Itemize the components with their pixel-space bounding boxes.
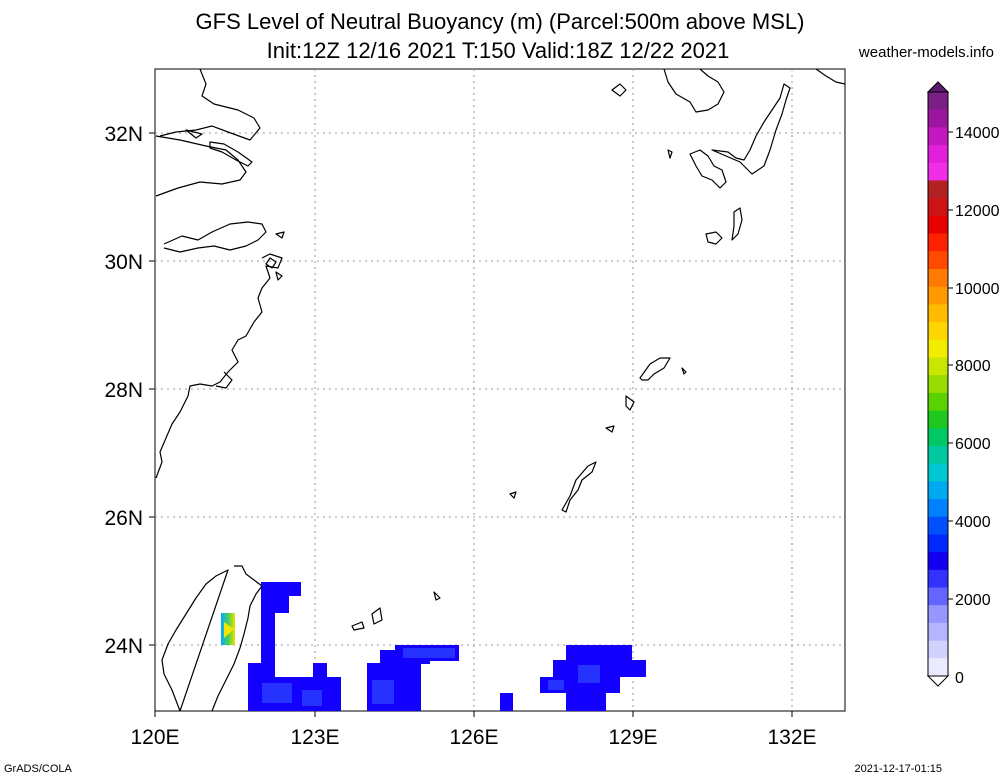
lon-label-132e: 132E (767, 726, 816, 749)
colorbar-label-12000: 12000 (955, 203, 1000, 220)
china-coast (155, 69, 283, 479)
lon-label-120e: 120E (130, 726, 179, 749)
colorbar-label-8000: 8000 (955, 358, 991, 375)
colorbar-top-arrow (926, 81, 950, 93)
colorbar-segment (928, 304, 948, 323)
plot-frame (154, 68, 846, 712)
map-title-line1: GFS Level of Neutral Buoyancy (m) (Parce… (195, 9, 805, 34)
lat-label-32n: 32N (104, 123, 143, 146)
ryukyu-islands (351, 357, 687, 631)
colorbar-segment (928, 268, 948, 288)
buoyancy-field (221, 582, 646, 711)
colorbar-segment (928, 516, 948, 535)
colorbar-segment (928, 410, 948, 429)
colorbar-segment (928, 286, 948, 305)
colorbar-bottom-arrow (926, 675, 950, 687)
colorbar-segment (928, 198, 948, 217)
colorbar-segment (928, 481, 948, 500)
colorbar-segment (928, 587, 948, 606)
lat-label-28n: 28N (104, 379, 143, 402)
colorbar-label-6000: 6000 (955, 436, 991, 453)
axis-ticks (149, 132, 793, 717)
yangtze-estuary (185, 129, 253, 167)
taiwan-coast (161, 565, 263, 711)
footer-timestamp: 2021-12-17-01:15 (854, 763, 942, 775)
colorbar: 14000 12000 10000 8000 6000 4000 2000 0 (926, 81, 1000, 687)
zhoushan-islands (265, 231, 285, 281)
colorbar-segment (928, 552, 948, 571)
colorbar-segment (928, 127, 948, 146)
colorbar-segment (928, 162, 948, 181)
colorbar-label-14000: 14000 (955, 125, 1000, 142)
colorbar-segment (928, 534, 948, 553)
footer-software: GrADS/COLA (4, 763, 72, 775)
colorbar-segment (928, 92, 948, 111)
colorbar-segment (928, 499, 948, 518)
colorbar-segment (928, 658, 948, 677)
colorbar-segment (928, 445, 948, 465)
colorbar-segment (928, 180, 948, 199)
site-credit: weather-models.info (858, 44, 994, 61)
colorbar-segment (928, 322, 948, 341)
colorbar-segment (928, 109, 948, 128)
colorbar-segment (928, 463, 948, 482)
colorbar-label-10000: 10000 (955, 281, 1000, 298)
colorbar-segment (928, 357, 948, 376)
lon-label-126e: 126E (449, 726, 498, 749)
kyushu-coast (611, 69, 845, 245)
lon-label-123e: 123E (290, 726, 339, 749)
colorbar-segment (928, 145, 948, 164)
colorbar-segment (928, 251, 948, 270)
colorbar-segment (928, 233, 948, 252)
coastlines (155, 69, 845, 711)
field-hotspot-taiwan (221, 613, 235, 645)
colorbar-segment (928, 569, 948, 588)
colorbar-segment (928, 339, 948, 358)
map-title-line2: Init:12Z 12/16 2021 T:150 Valid:18Z 12/2… (266, 38, 730, 63)
colorbar-label-4000: 4000 (955, 514, 991, 531)
colorbar-label-0: 0 (955, 670, 964, 687)
colorbar-segments (927, 91, 949, 677)
colorbar-segment (928, 622, 948, 642)
colorbar-segment (928, 640, 948, 659)
colorbar-ticks (948, 131, 953, 600)
lon-label-129e: 129E (608, 726, 657, 749)
colorbar-segment (928, 392, 948, 411)
colorbar-segment (928, 375, 948, 394)
lat-label-24n: 24N (104, 635, 143, 658)
lat-label-30n: 30N (104, 251, 143, 274)
field-shading-lighter (262, 648, 600, 706)
colorbar-segment (928, 215, 948, 234)
colorbar-label-2000: 2000 (955, 592, 991, 609)
colorbar-segment (928, 428, 948, 447)
lat-label-26n: 26N (104, 507, 143, 530)
colorbar-segment (928, 605, 948, 624)
